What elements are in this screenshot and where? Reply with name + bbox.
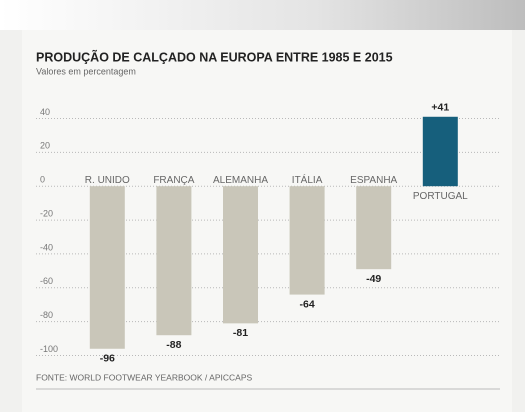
bar	[422, 116, 458, 187]
value-label: -49	[366, 273, 381, 285]
bar	[356, 186, 392, 270]
chart-subtitle: Valores em percentagem	[36, 66, 136, 76]
bar	[223, 186, 258, 324]
y-tick-label: -100	[40, 344, 58, 354]
y-tick-label: 40	[40, 107, 50, 117]
bar	[289, 186, 325, 295]
y-tick-label: -60	[40, 276, 53, 286]
source: FONTE: WORLD FOOTWEAR YEARBOOK / APICCAP…	[36, 372, 252, 382]
x-tick-label: ESPANHA	[350, 175, 397, 186]
x-tick-label: R. UNIDO	[85, 175, 130, 186]
y-tick-label: 20	[40, 141, 50, 151]
header-band	[0, 0, 525, 30]
y-tick-label: -20	[40, 208, 53, 218]
value-label: -96	[100, 353, 115, 365]
value-label: +41	[431, 102, 449, 114]
y-tick-label: 0	[40, 175, 45, 185]
bar	[156, 186, 192, 336]
x-tick-label: ITÁLIA	[292, 173, 323, 186]
chart-title: PRODUÇÃO DE CALÇADO NA EUROPA ENTRE 1985…	[36, 49, 393, 64]
value-label: -81	[233, 327, 248, 339]
x-tick-label: ALEMANHA	[213, 175, 268, 186]
y-tick-label: -80	[40, 310, 53, 320]
x-tick-label: FRANÇA	[153, 175, 194, 186]
x-tick-label: PORTUGAL	[413, 191, 468, 202]
y-tick-label: -40	[40, 242, 53, 252]
bar	[89, 186, 125, 349]
value-label: -88	[166, 339, 181, 351]
value-label: -64	[300, 298, 315, 310]
